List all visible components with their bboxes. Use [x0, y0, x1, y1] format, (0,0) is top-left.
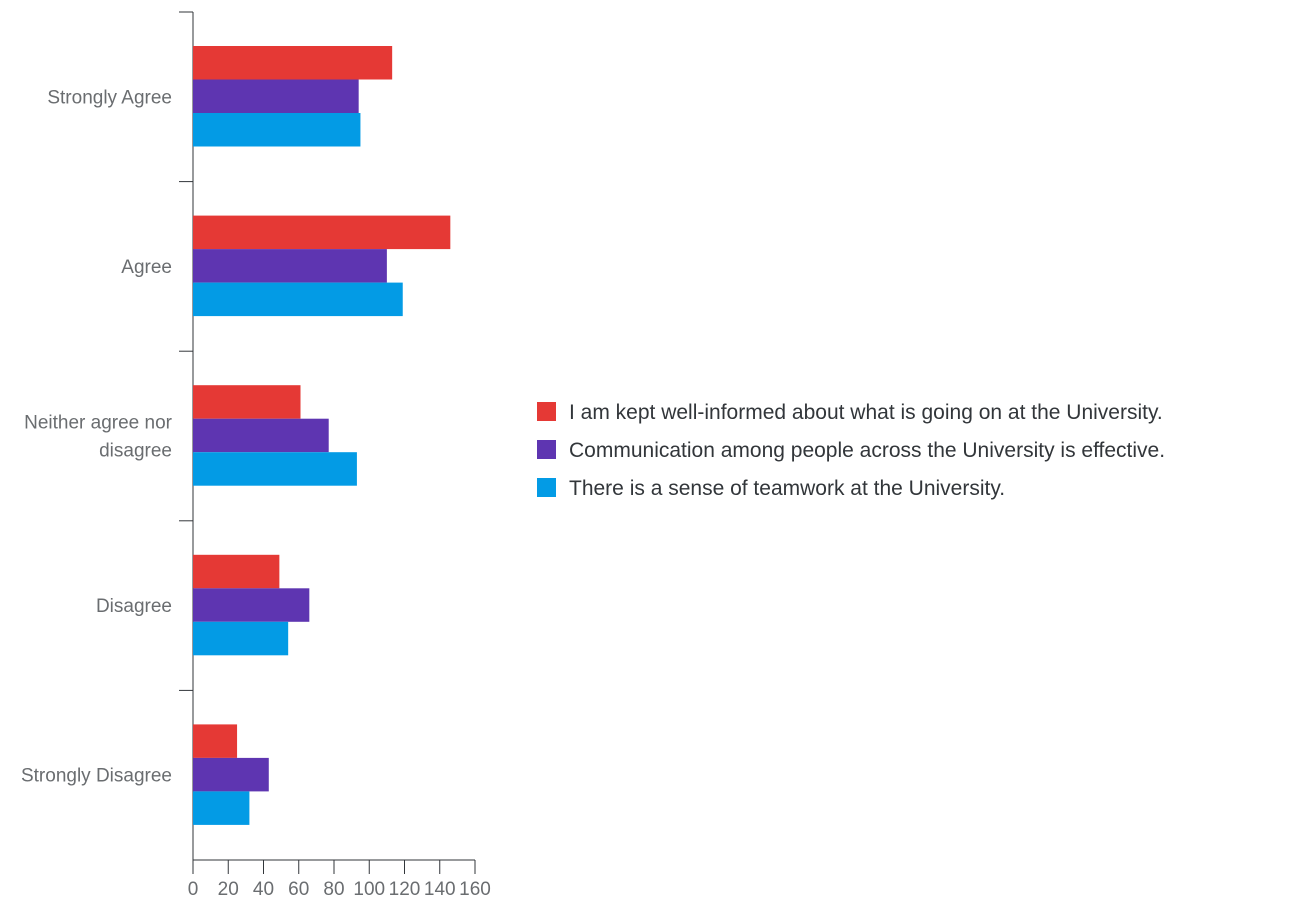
legend-item[interactable]: I am kept well-informed about what is go…	[537, 401, 1163, 424]
legend-swatch	[537, 402, 556, 421]
bars-group	[193, 46, 451, 825]
y-tick-label: Strongly Agree	[47, 87, 172, 108]
x-tick-label: 40	[253, 879, 274, 900]
bar-3-2	[193, 282, 403, 317]
bar-1-5	[193, 724, 238, 758]
legend-item[interactable]: There is a sense of teamwork at the Univ…	[537, 477, 1005, 500]
bar-2-4	[193, 588, 310, 622]
bar-1-3	[193, 385, 301, 419]
x-axis-ticks: 0 20 40 60 80 100 120 140 160	[188, 860, 491, 900]
legend-item[interactable]: Communication among people across the Un…	[537, 439, 1165, 462]
bar-3-5	[193, 791, 250, 825]
bar-1-1	[193, 46, 393, 80]
bar-2-3	[193, 418, 329, 453]
x-tick-label: 160	[459, 879, 491, 900]
x-tick-label: 60	[288, 879, 309, 900]
y-tick-label: disagree	[99, 440, 172, 461]
x-tick-label: 80	[323, 879, 344, 900]
x-tick-label: 20	[218, 879, 239, 900]
bar-3-4	[193, 621, 289, 656]
bar-1-4	[193, 554, 280, 589]
bar-3-1	[193, 113, 361, 147]
bar-2-1	[193, 79, 359, 113]
bar-3-3	[193, 452, 357, 486]
y-tick-label: Disagree	[96, 596, 172, 617]
x-tick-label: 140	[424, 879, 456, 900]
plot-area: Strongly Agree Agree Neither agree nor disa…	[21, 11, 491, 900]
y-tick-label: Strongly Disagree	[21, 766, 172, 787]
legend-swatch	[537, 478, 556, 497]
legend-swatch	[537, 440, 556, 459]
x-tick-label: 100	[353, 879, 385, 900]
legend-label: Communication among people across the Un…	[569, 439, 1165, 462]
legend-label: I am kept well-informed about what is go…	[569, 401, 1163, 424]
legend-label: There is a sense of teamwork at the Univ…	[569, 477, 1005, 500]
legend: I am kept well-informed about what is go…	[537, 401, 1165, 500]
y-tick-label: Agree	[121, 257, 172, 278]
bar-2-2	[193, 249, 387, 283]
bar-1-2	[193, 215, 451, 250]
bar-2-5	[193, 757, 269, 792]
y-axis-ticks: Strongly Agree Agree Neither agree nor disa…	[21, 11, 193, 787]
x-tick-label: 120	[389, 879, 421, 900]
y-tick-label: Neither agree nor	[24, 412, 173, 433]
x-tick-label: 0	[188, 879, 199, 900]
